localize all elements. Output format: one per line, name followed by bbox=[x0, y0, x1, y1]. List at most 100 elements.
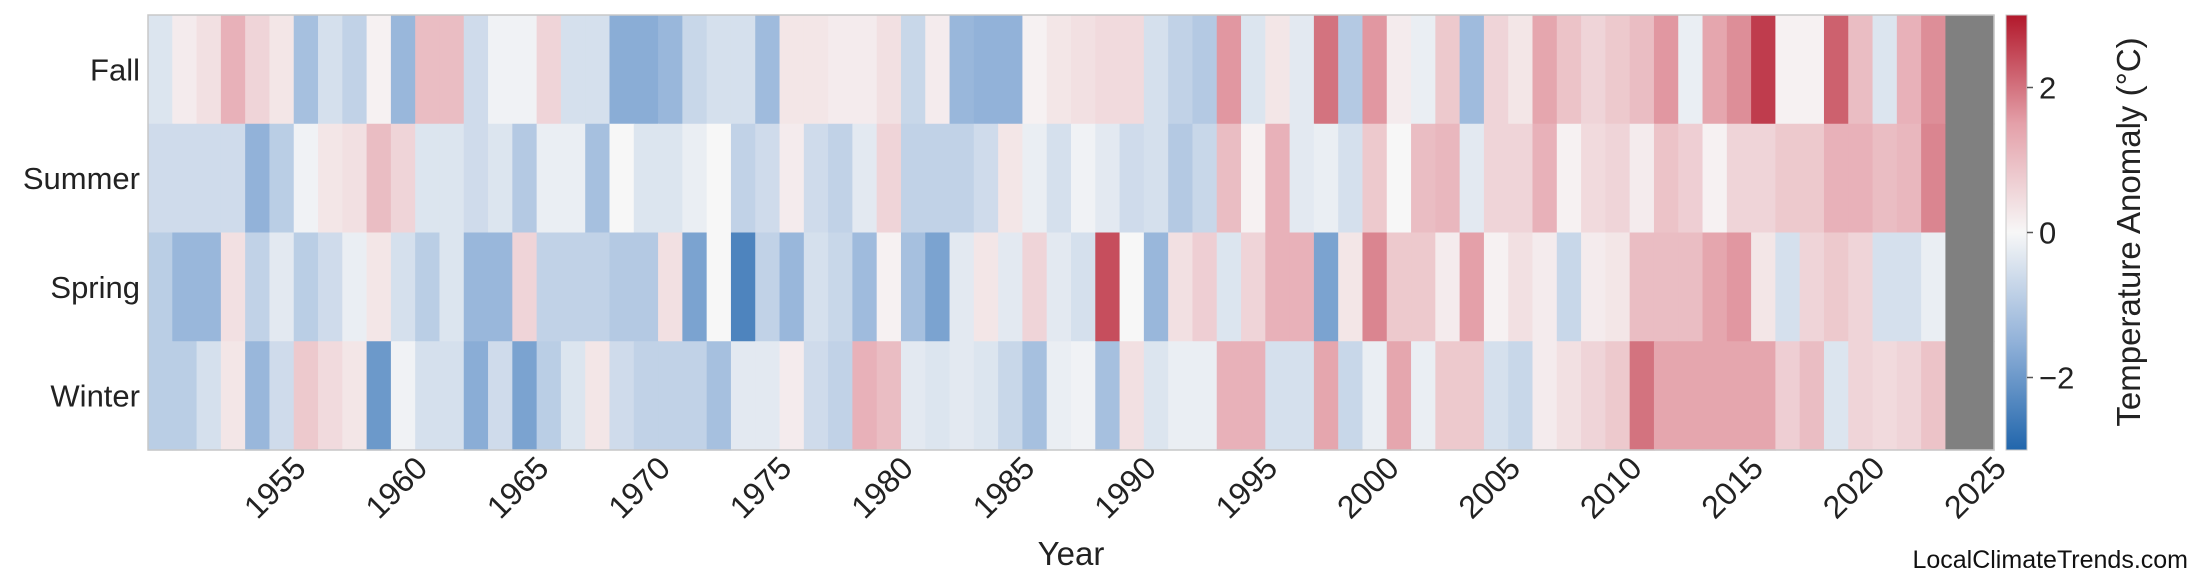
heatmap-cell bbox=[1119, 341, 1145, 451]
heatmap-cell bbox=[755, 123, 781, 234]
heatmap-cell bbox=[1896, 232, 1922, 342]
heatmap-cell bbox=[1532, 15, 1558, 125]
heatmap-cell bbox=[1313, 123, 1339, 234]
heatmap-cell bbox=[366, 123, 392, 234]
heatmap-cell bbox=[1848, 341, 1874, 451]
heatmap-cell bbox=[1265, 341, 1291, 451]
heatmap-cell bbox=[1581, 232, 1606, 342]
heatmap-cell bbox=[245, 232, 271, 342]
heatmap-cell bbox=[415, 232, 441, 342]
heatmap-cell bbox=[1143, 232, 1169, 342]
colorbar-tick-label: 2 bbox=[2039, 71, 2056, 106]
heatmap-cell bbox=[1605, 123, 1631, 234]
heatmap-cell bbox=[1605, 232, 1631, 342]
x-tick-label: 1975 bbox=[723, 449, 799, 525]
row-label: Winter bbox=[50, 379, 140, 414]
heatmap-cell bbox=[342, 123, 368, 234]
row-label: Fall bbox=[90, 52, 140, 87]
heatmap-cell bbox=[779, 341, 805, 451]
heatmap-cell bbox=[1896, 15, 1922, 125]
heatmap-cell bbox=[269, 15, 295, 125]
heatmap-cell bbox=[415, 123, 441, 234]
heatmap-cell bbox=[803, 341, 829, 451]
x-tick-label: 2010 bbox=[1573, 449, 1649, 525]
heatmap-cell bbox=[1289, 123, 1315, 234]
heatmap-cell bbox=[560, 15, 586, 125]
heatmap-cell bbox=[658, 123, 683, 234]
heatmap-cell bbox=[269, 341, 295, 451]
heatmap-cell bbox=[342, 232, 368, 342]
x-tick-label: 1970 bbox=[601, 449, 677, 525]
x-tick-label: 1955 bbox=[237, 449, 313, 525]
heatmap-cell bbox=[1071, 15, 1096, 125]
heatmap-cell bbox=[730, 123, 756, 234]
heatmap-cell bbox=[1945, 232, 1971, 342]
heatmap-cell bbox=[293, 15, 319, 125]
heatmap-cell bbox=[973, 123, 999, 234]
heatmap-cell bbox=[998, 232, 1024, 342]
heatmap-cell bbox=[536, 341, 562, 451]
heatmap-cell bbox=[609, 15, 635, 125]
heatmap-cell bbox=[1119, 232, 1145, 342]
heatmap-cell bbox=[318, 232, 343, 342]
heatmap-cell bbox=[1872, 123, 1898, 234]
heatmap-cell bbox=[1775, 123, 1801, 234]
heatmap-cell bbox=[633, 123, 659, 234]
heatmap-cell bbox=[633, 232, 659, 342]
heatmap-cell bbox=[1168, 341, 1194, 451]
heatmap-cell bbox=[1046, 123, 1072, 234]
heatmap-cell bbox=[1653, 15, 1679, 125]
heatmap-cell bbox=[1702, 15, 1728, 125]
heatmap-cell bbox=[706, 123, 732, 234]
heatmap-cell bbox=[1313, 341, 1339, 451]
heatmap-cell bbox=[1483, 123, 1509, 234]
heatmap-cell bbox=[852, 15, 878, 125]
heatmap-cell bbox=[342, 15, 368, 125]
heatmap-cell bbox=[463, 232, 489, 342]
heatmap-cell bbox=[148, 15, 173, 125]
x-tick-label: 2015 bbox=[1694, 449, 1770, 525]
heatmap-cell bbox=[293, 341, 319, 451]
heatmap-cell bbox=[1799, 232, 1825, 342]
heatmap-cell bbox=[1508, 341, 1534, 451]
heatmap-cell bbox=[779, 123, 805, 234]
heatmap-cell bbox=[172, 15, 198, 125]
heatmap-cell bbox=[1921, 232, 1947, 342]
heatmap-cell bbox=[1143, 123, 1169, 234]
heatmap-cell bbox=[439, 123, 465, 234]
heatmap-cell bbox=[998, 341, 1024, 451]
heatmap-cell bbox=[1483, 341, 1509, 451]
heatmap-cell bbox=[876, 123, 902, 234]
heatmap-cell bbox=[1921, 341, 1947, 451]
heatmap-cell bbox=[1532, 232, 1558, 342]
heatmap-cell bbox=[1095, 15, 1121, 125]
heatmap-cell bbox=[1289, 341, 1315, 451]
heatmap-cell bbox=[1751, 232, 1776, 342]
heatmap-cell bbox=[1216, 123, 1242, 234]
heatmap-cell bbox=[1605, 15, 1631, 125]
heatmap-cell bbox=[730, 341, 756, 451]
heatmap-cell bbox=[1945, 341, 1971, 451]
heatmap-cell bbox=[1216, 232, 1242, 342]
heatmap-cell bbox=[390, 123, 416, 234]
heatmap-cell bbox=[1629, 341, 1655, 451]
heatmap-cell bbox=[1921, 123, 1947, 234]
heatmap-cell bbox=[973, 15, 999, 125]
heatmap-cell bbox=[269, 123, 295, 234]
heatmap-cell bbox=[1678, 15, 1704, 125]
heatmap-cell bbox=[269, 232, 295, 342]
heatmap-cell bbox=[390, 341, 416, 451]
heatmap-cell bbox=[245, 123, 271, 234]
heatmap-cell bbox=[682, 123, 708, 234]
heatmap-cell bbox=[1872, 15, 1898, 125]
heatmap-cell bbox=[318, 123, 343, 234]
heatmap-cell bbox=[560, 232, 586, 342]
heatmap-cell bbox=[1192, 123, 1218, 234]
heatmap-cell bbox=[488, 123, 513, 234]
heatmap-cell bbox=[755, 232, 781, 342]
heatmap-cell bbox=[1192, 15, 1218, 125]
heatmap-cell bbox=[1556, 15, 1582, 125]
heatmap-cell bbox=[633, 15, 659, 125]
heatmap-cell bbox=[536, 15, 562, 125]
x-tick-label: 1995 bbox=[1208, 449, 1284, 525]
